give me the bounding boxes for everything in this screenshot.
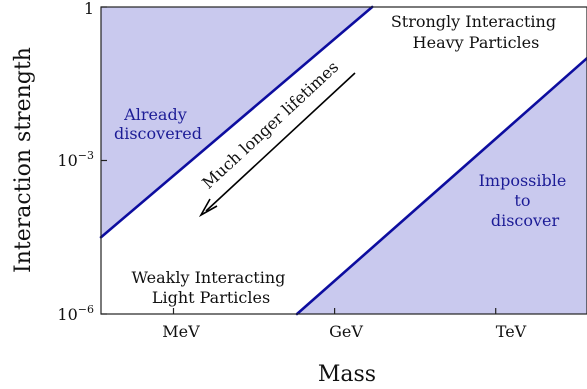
x-axis-label: Mass [318, 362, 376, 387]
x-tick-label: TeV [496, 322, 527, 341]
impossible-label: Impossible to discover [479, 171, 572, 230]
weakly-interacting-label: Weakly Interacting Light Particles [132, 268, 291, 307]
y-tick-label: 1 [84, 0, 94, 18]
x-tick-label: GeV [329, 322, 363, 341]
arrow-head-icon [198, 198, 218, 218]
y-axis-label: Interaction strength [11, 47, 36, 273]
already-discovered-label: Already discovered [114, 105, 202, 143]
y-tick-label: 10−6 [57, 303, 94, 324]
lifetime-arrow [205, 72, 356, 212]
strongly-interacting-label: Strongly Interacting Heavy Particles [391, 12, 561, 52]
x-tick-label: MeV [162, 322, 200, 341]
boundary-line-right [295, 56, 587, 316]
boundary-line-left [99, 5, 374, 239]
y-tick-label: 10−3 [57, 149, 94, 170]
